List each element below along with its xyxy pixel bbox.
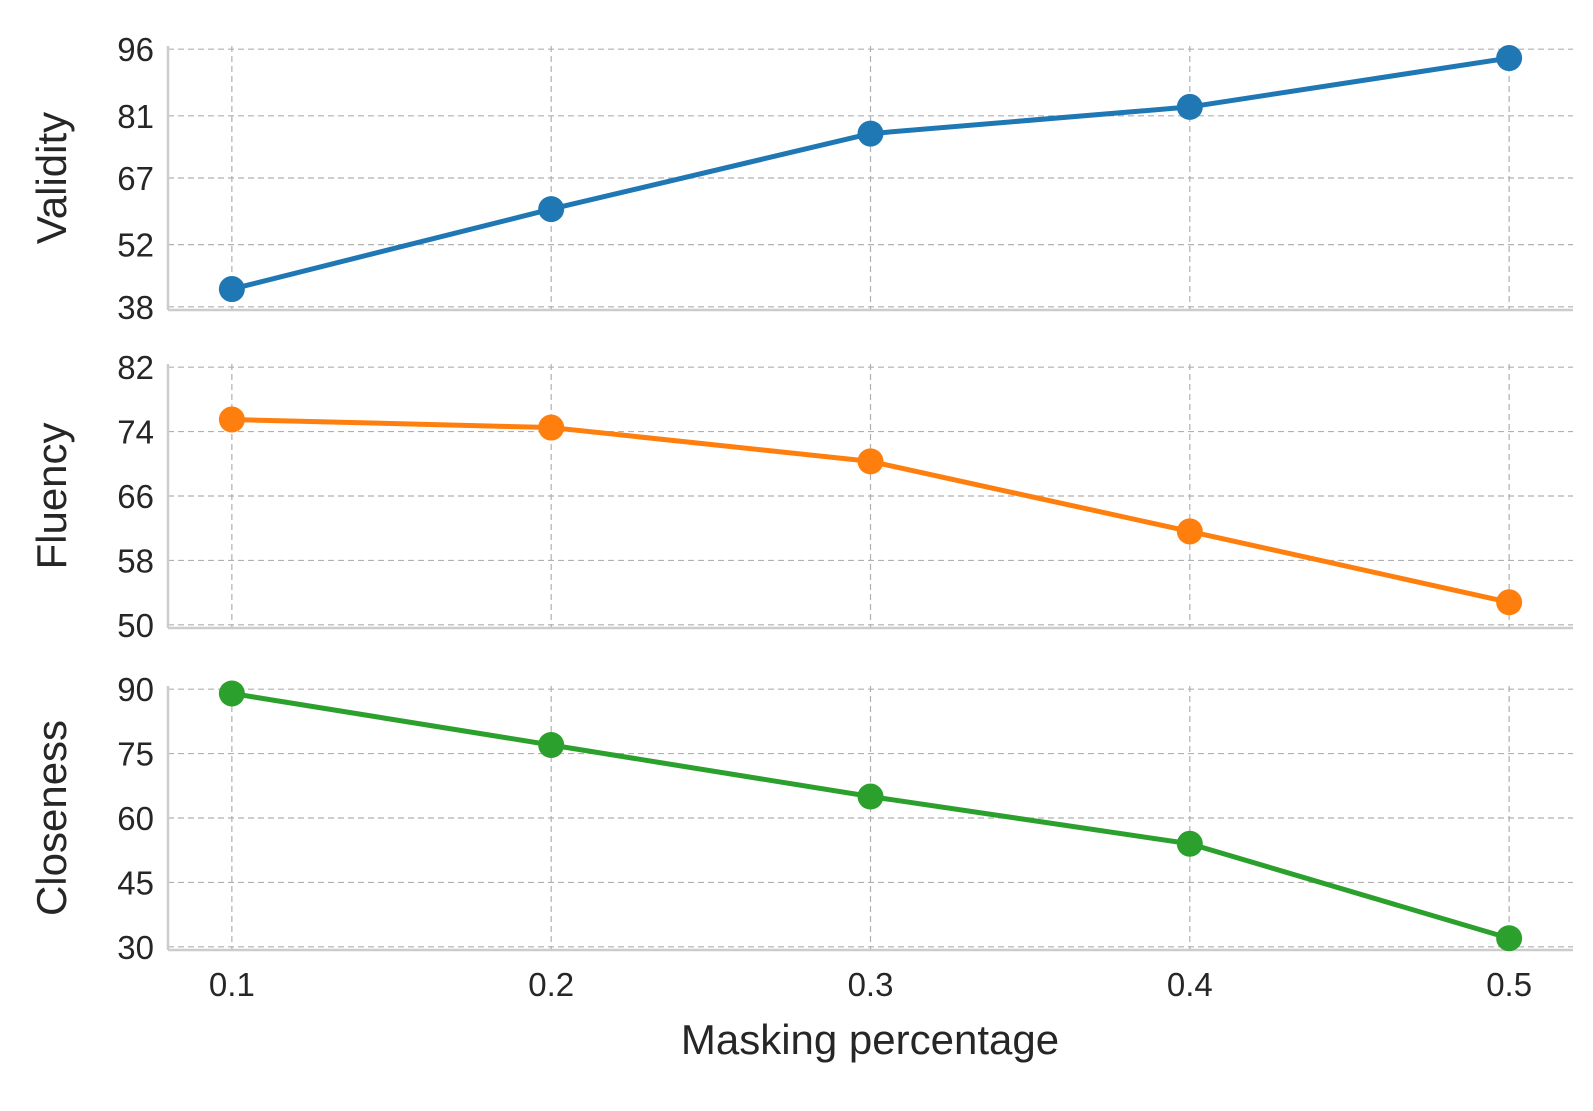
data-point-validity-2 bbox=[857, 120, 884, 147]
data-point-validity-0 bbox=[218, 276, 245, 303]
y-tick-label: 82 bbox=[117, 349, 154, 386]
y-tick-label: 50 bbox=[117, 607, 154, 644]
y-axis-label-closeness: Closeness bbox=[28, 720, 75, 916]
data-point-closeness-0 bbox=[218, 680, 245, 707]
data-point-closeness-1 bbox=[538, 731, 565, 758]
data-point-closeness-4 bbox=[1496, 925, 1523, 952]
y-tick-label: 52 bbox=[117, 227, 154, 264]
y-tick-label: 67 bbox=[117, 160, 154, 197]
y-tick-label: 58 bbox=[117, 542, 154, 579]
panel-closeness: 30 45 60 75 90 Closeness bbox=[28, 671, 1573, 966]
data-point-fluency-0 bbox=[218, 406, 245, 433]
panel-validity: 38 52 67 81 96 Validity bbox=[28, 31, 1573, 326]
data-point-closeness-2 bbox=[857, 783, 884, 810]
x-tick-label: 0.1 bbox=[209, 966, 255, 1003]
data-point-fluency-1 bbox=[538, 414, 565, 441]
y-tick-label: 45 bbox=[117, 864, 154, 901]
data-point-fluency-3 bbox=[1176, 518, 1203, 545]
y-tick-label: 96 bbox=[117, 31, 154, 68]
series-line-validity bbox=[231, 55, 1510, 292]
data-point-validity-3 bbox=[1176, 93, 1203, 120]
data-point-validity-4 bbox=[1496, 45, 1523, 72]
data-point-validity-1 bbox=[538, 196, 565, 223]
data-point-closeness-3 bbox=[1176, 830, 1203, 857]
y-axis-label-validity: Validity bbox=[28, 112, 75, 244]
data-point-fluency-4 bbox=[1496, 589, 1523, 616]
y-tick-label: 30 bbox=[117, 929, 154, 966]
x-axis-label: Masking percentage bbox=[681, 1016, 1059, 1063]
y-tick-label: 75 bbox=[117, 736, 154, 773]
y-tick-label: 90 bbox=[117, 671, 154, 708]
y-tick-label: 66 bbox=[117, 478, 154, 515]
data-point-fluency-2 bbox=[857, 448, 884, 475]
y-tick-label: 74 bbox=[117, 414, 154, 451]
x-tick-label: 0.5 bbox=[1486, 966, 1532, 1003]
x-tick-label: 0.4 bbox=[1167, 966, 1213, 1003]
y-axis-label-fluency: Fluency bbox=[28, 422, 75, 569]
y-tick-label: 81 bbox=[117, 98, 154, 135]
y-tick-label: 38 bbox=[117, 289, 154, 326]
x-tick-label: 0.3 bbox=[848, 966, 894, 1003]
panel-fluency: 50 58 66 74 82 Fluency bbox=[28, 349, 1573, 644]
x-tick-label: 0.2 bbox=[528, 966, 574, 1003]
y-tick-label: 60 bbox=[117, 800, 154, 837]
